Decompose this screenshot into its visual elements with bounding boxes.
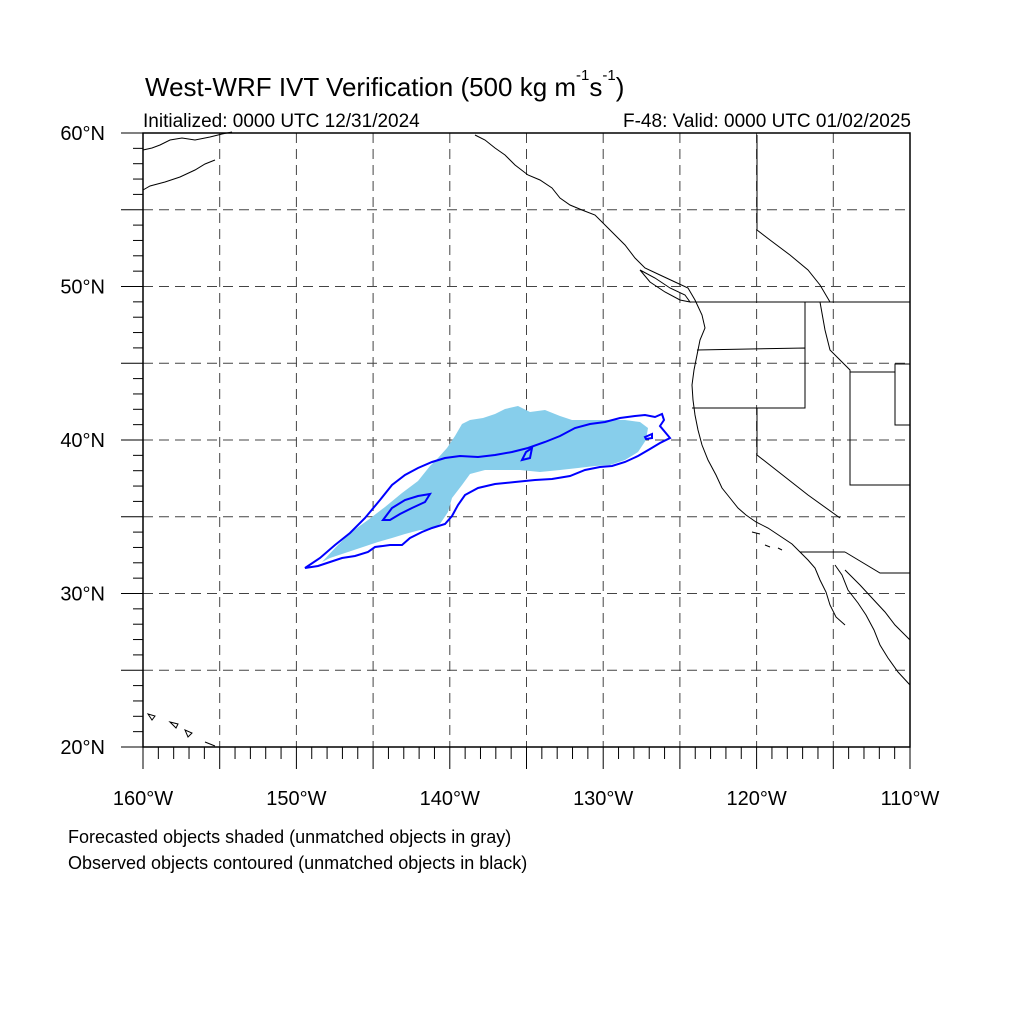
observed-contour-inner — [381, 492, 433, 521]
longitude-labels: 160°W 150°W 140°W 130°W 120°W 110°W — [113, 788, 940, 810]
lon-label: 130°W — [573, 788, 633, 810]
lon-label: 160°W — [113, 788, 173, 810]
coastlines — [142, 131, 911, 747]
forecast-object-shade — [322, 406, 648, 562]
forecast-object — [322, 406, 648, 562]
legend-note-observed: Observed objects contoured (unmatched ob… — [68, 853, 528, 873]
alaska-coast — [142, 131, 233, 191]
legend-note-forecast: Forecasted objects shaded (unmatched obj… — [68, 827, 512, 847]
mainland-mexico-coast — [844, 569, 911, 641]
valid-time: F-48: Valid: 0000 UTC 01/02/2025 — [623, 111, 911, 132]
lon-label: 150°W — [266, 788, 326, 810]
channel-islands — [751, 531, 783, 551]
axis-ticks — [121, 132, 911, 769]
hawaii-islands — [146, 713, 216, 747]
lon-label: 140°W — [420, 788, 480, 810]
baja-coast — [834, 564, 911, 686]
canada-interior-lines — [756, 135, 831, 303]
observed-contour-outer — [304, 412, 672, 569]
lat-label: 50°N — [60, 277, 105, 299]
lat-label: 60°N — [60, 123, 105, 145]
latitude-labels: 60°N 50°N 40°N 30°N 20°N — [60, 123, 105, 759]
gulf-of-alaska-coast — [474, 134, 846, 626]
observed-contour-blob — [643, 432, 653, 441]
state-lines — [692, 301, 910, 574]
vancouver-island — [639, 269, 692, 303]
map-title: West-WRF IVT Verification (500 kg m-1s-1… — [145, 67, 625, 102]
lat-label: 30°N — [60, 584, 105, 606]
lat-label: 40°N — [60, 430, 105, 452]
lat-label: 20°N — [60, 737, 105, 759]
initialized-time: Initialized: 0000 UTC 12/31/2024 — [143, 111, 420, 132]
lon-label: 110°W — [881, 788, 940, 810]
observed-object — [304, 412, 672, 569]
observed-contour-small — [520, 445, 534, 462]
lon-label: 120°W — [726, 788, 786, 810]
